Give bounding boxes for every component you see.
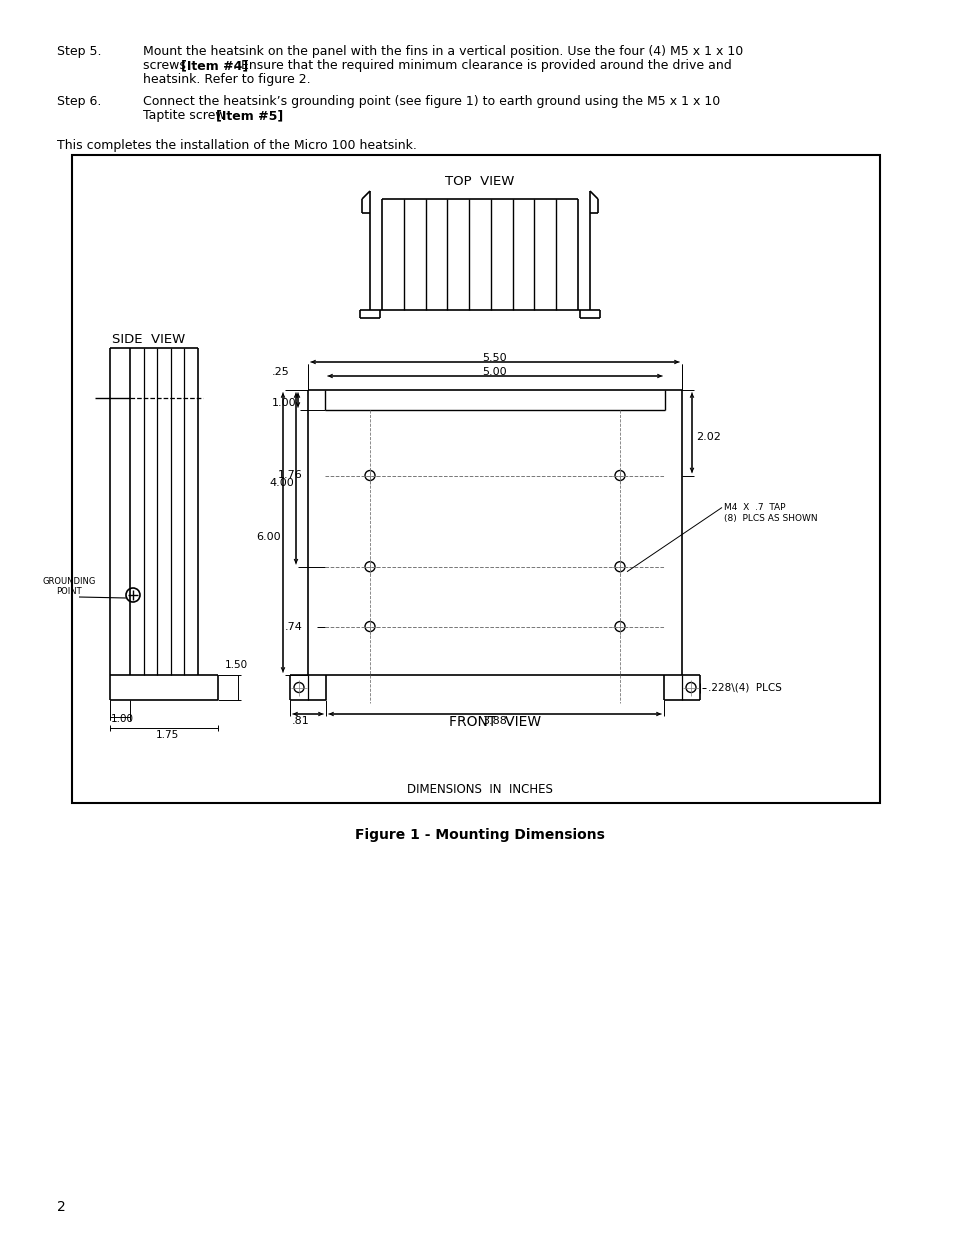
Text: 4.00: 4.00: [269, 478, 294, 488]
Text: .25: .25: [272, 367, 290, 377]
Text: heatsink. Refer to figure 2.: heatsink. Refer to figure 2.: [143, 73, 311, 86]
Text: 5.00: 5.00: [482, 367, 507, 377]
Text: GROUNDING
POINT: GROUNDING POINT: [42, 577, 95, 597]
Text: 1.00: 1.00: [271, 398, 295, 408]
Text: SIDE  VIEW: SIDE VIEW: [112, 333, 185, 346]
Text: 5.50: 5.50: [482, 353, 507, 363]
Text: 2: 2: [57, 1200, 66, 1214]
Text: [Item #4]: [Item #4]: [181, 59, 248, 72]
Text: M4  X  .7  TAP
(8)  PLCS AS SHOWN: M4 X .7 TAP (8) PLCS AS SHOWN: [723, 504, 817, 522]
Text: 1.00: 1.00: [111, 714, 133, 724]
Text: Connect the heatsink’s grounding point (see figure 1) to earth ground using the : Connect the heatsink’s grounding point (…: [143, 95, 720, 107]
Text: TOP  VIEW: TOP VIEW: [445, 175, 515, 188]
Text: 2.02: 2.02: [696, 432, 720, 442]
Text: FRONT  VIEW: FRONT VIEW: [449, 715, 540, 729]
Text: Step 6.: Step 6.: [57, 95, 101, 107]
Text: Taptite screw: Taptite screw: [143, 109, 230, 122]
Text: Mount the heatsink on the panel with the fins in a vertical position. Use the fo: Mount the heatsink on the panel with the…: [143, 44, 742, 58]
Bar: [71, 156, 879, 803]
Text: 3.88: 3.88: [482, 716, 507, 726]
Text: This completes the installation of the Micro 100 heatsink.: This completes the installation of the M…: [57, 140, 416, 152]
Text: .81: .81: [292, 716, 310, 726]
Text: . Ensure that the required minimum clearance is provided around the drive and: . Ensure that the required minimum clear…: [233, 59, 731, 72]
Text: DIMENSIONS  IN  INCHES: DIMENSIONS IN INCHES: [407, 783, 553, 797]
Text: .74: .74: [285, 621, 303, 631]
Text: 6.00: 6.00: [256, 532, 281, 542]
Text: 1.50: 1.50: [225, 659, 248, 671]
Text: screws: screws: [143, 59, 190, 72]
Text: [Item #5]: [Item #5]: [215, 109, 283, 122]
Text: 1.75: 1.75: [156, 730, 179, 740]
Text: Figure 1 - Mounting Dimensions: Figure 1 - Mounting Dimensions: [355, 827, 604, 842]
Text: 1.76: 1.76: [278, 471, 303, 480]
Text: Step 5.: Step 5.: [57, 44, 101, 58]
Text: .228\(4)  PLCS: .228\(4) PLCS: [707, 683, 781, 693]
